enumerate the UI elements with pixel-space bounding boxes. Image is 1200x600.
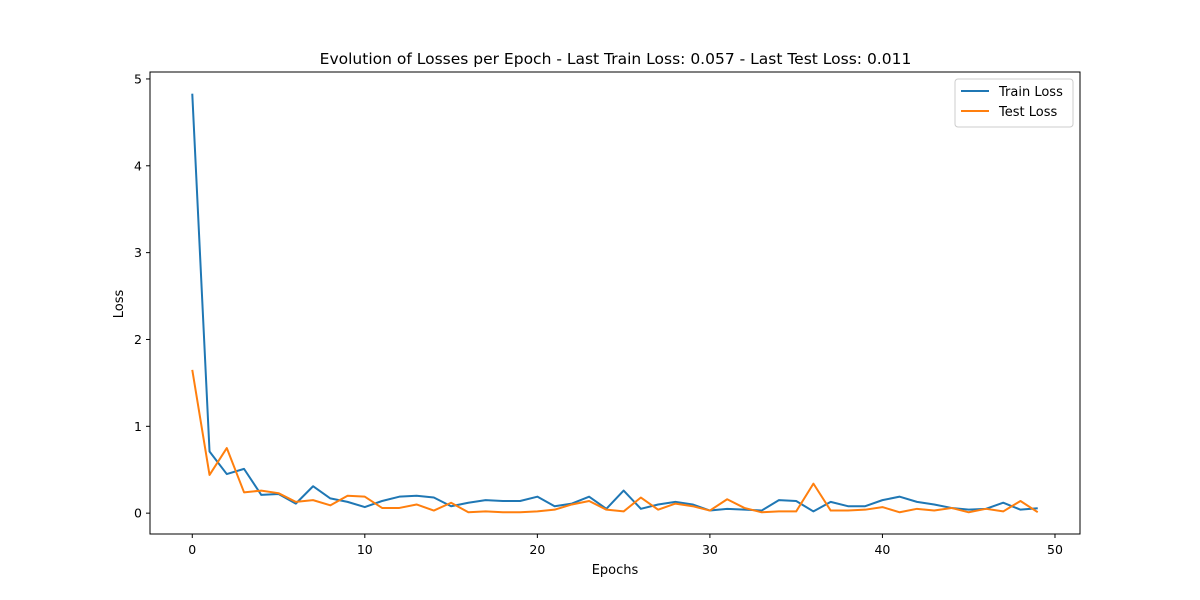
series-line-test-loss: [191, 369, 1039, 514]
y-tick-label: 0: [134, 506, 142, 521]
x-tick-label: 20: [529, 542, 545, 557]
y-tick-label: 5: [134, 71, 142, 86]
series-line-train-loss: [191, 93, 1038, 513]
x-tick-label: 10: [357, 542, 373, 557]
legend-label-train-loss: Train Loss: [998, 85, 1063, 100]
legend: Train Loss Test Loss: [954, 78, 1074, 128]
x-tick-label: 30: [702, 542, 718, 557]
y-axis-ticks: 0 1 2 3 4 5: [134, 71, 150, 521]
chart-title: Evolution of Losses per Epoch - Last Tra…: [320, 50, 912, 68]
x-tick-label: 0: [188, 542, 196, 557]
x-tick-label: 50: [1047, 542, 1063, 557]
y-tick-label: 4: [134, 158, 142, 173]
x-axis-ticks: 0 10 20 30 40 50: [188, 534, 1063, 557]
y-tick-label: 2: [134, 332, 142, 347]
plot-frame: [149, 71, 1081, 535]
legend-label-test-loss: Test Loss: [998, 105, 1057, 120]
y-tick-label: 3: [134, 245, 142, 260]
plot-lines: [191, 93, 1039, 514]
x-axis-label: Epochs: [592, 563, 639, 578]
x-tick-label: 40: [874, 542, 890, 557]
y-axis-label: Loss: [112, 290, 127, 319]
y-tick-label: 1: [134, 419, 142, 434]
